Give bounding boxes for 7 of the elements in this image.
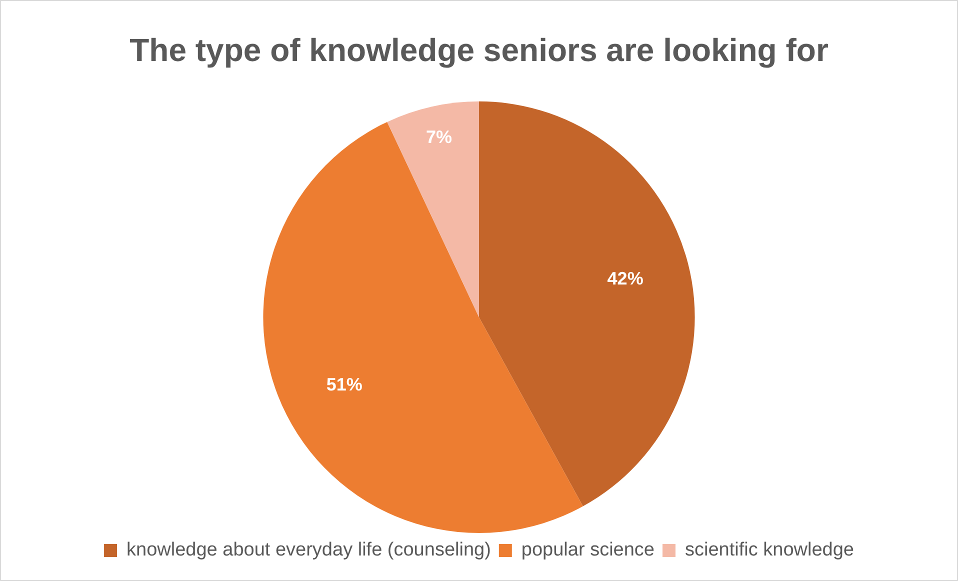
data-label: 51% <box>326 374 362 395</box>
data-label: 42% <box>607 268 644 289</box>
data-label: 7% <box>426 127 452 148</box>
legend-label: popular science <box>521 540 655 561</box>
legend-label: scientific knowledge <box>684 540 854 561</box>
legend-label: knowledge about everyday life (counseling) <box>126 540 491 561</box>
chart-title: The type of knowledge seniors are looking for <box>130 32 828 68</box>
